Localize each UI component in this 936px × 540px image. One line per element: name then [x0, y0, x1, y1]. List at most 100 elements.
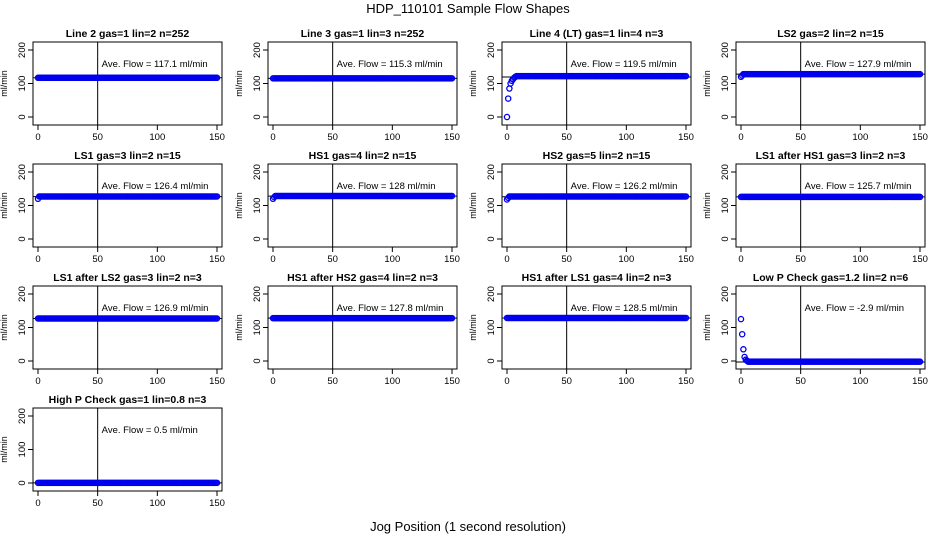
- x-tick-label: 50: [561, 254, 572, 265]
- y-axis-label: ml/min: [234, 192, 244, 219]
- x-tick-label: 150: [678, 132, 694, 143]
- y-tick-label: 100: [486, 320, 497, 336]
- plot-frame: [267, 163, 458, 248]
- y-tick-label: 200: [720, 286, 731, 302]
- y-tick-label: 100: [17, 442, 28, 458]
- chart-panel: HS1 gas=4 lin=2 n=15 0 100 200 ml/min 0 50 100 1…: [234, 150, 460, 265]
- y-tick-label: 200: [720, 42, 731, 58]
- plot-frame: [32, 41, 223, 126]
- plot-frame: [735, 163, 926, 248]
- plot-frame: [735, 285, 926, 370]
- x-tick-label: 100: [149, 132, 165, 143]
- x-tick-label: 150: [912, 132, 928, 143]
- x-tick-label: 50: [795, 132, 806, 143]
- plot-frame: [267, 41, 458, 126]
- y-tick-label: 200: [486, 286, 497, 302]
- x-tick-label: 0: [270, 254, 275, 265]
- y-tick-label: 0: [252, 358, 263, 363]
- x-tick-label: 0: [35, 376, 40, 387]
- plot-frame: [501, 285, 692, 370]
- data-point: [916, 70, 924, 78]
- x-tick-label: 50: [327, 254, 338, 265]
- y-tick-label: 100: [252, 198, 263, 214]
- plot-frame: [735, 41, 926, 126]
- data-point: [682, 72, 690, 80]
- average-flow-annotation: Ave. Flow = -2.9 ml/min: [805, 303, 904, 314]
- chart-panel: Line 2 gas=1 lin=2 n=252 0 100 200 ml/min 0 50…: [0, 28, 225, 143]
- data-point: [213, 193, 221, 200]
- y-tick-label: 200: [486, 164, 497, 180]
- x-tick-label: 50: [92, 254, 103, 265]
- y-tick-label: 0: [720, 358, 731, 363]
- average-flow-annotation: Ave. Flow = 117.1 ml/min: [102, 59, 208, 70]
- y-tick-label: 200: [17, 286, 28, 302]
- data-point: [916, 358, 924, 365]
- x-tick-label: 100: [384, 132, 400, 143]
- chart-panel: LS1 gas=3 lin=2 n=15 0 100 200 ml/min 0 50 100 1…: [0, 150, 225, 265]
- x-tick-label: 0: [738, 254, 743, 265]
- plot-frame: [32, 407, 223, 492]
- chart-title: LS1 after LS2 gas=3 lin=2 n=3: [53, 272, 202, 284]
- y-tick-label: 0: [252, 114, 263, 119]
- x-tick-label: 100: [618, 254, 634, 265]
- y-axis-label: ml/min: [234, 314, 244, 341]
- y-tick-label: 100: [17, 320, 28, 336]
- y-tick-label: 0: [17, 480, 28, 485]
- data-point: [448, 192, 456, 200]
- y-axis-label: ml/min: [0, 436, 9, 463]
- x-tick-label: 0: [35, 498, 40, 509]
- x-tick-label: 150: [209, 254, 225, 265]
- average-flow-annotation: Ave. Flow = 119.5 ml/min: [571, 59, 677, 70]
- y-tick-label: 100: [252, 76, 263, 92]
- x-tick-label: 50: [561, 376, 572, 387]
- y-tick-label: 100: [720, 320, 731, 336]
- y-tick-label: 100: [720, 198, 731, 214]
- y-tick-label: 0: [486, 358, 497, 363]
- y-tick-label: 200: [720, 164, 731, 180]
- data-point: [213, 315, 221, 322]
- x-tick-label: 100: [852, 376, 868, 387]
- average-flow-annotation: Ave. Flow = 128 ml/min: [337, 181, 436, 192]
- data-point: [737, 315, 745, 323]
- data-point: [682, 314, 690, 322]
- chart-title: HS1 after HS2 gas=4 lin=2 n=3: [287, 272, 438, 284]
- y-tick-label: 200: [252, 286, 263, 302]
- x-tick-label: 150: [209, 376, 225, 387]
- y-tick-label: 0: [486, 114, 497, 119]
- x-tick-label: 100: [852, 254, 868, 265]
- data-point: [213, 74, 221, 82]
- y-tick-label: 0: [720, 114, 731, 119]
- x-tick-label: 50: [795, 376, 806, 387]
- data-point: [503, 113, 511, 121]
- y-axis-label: ml/min: [234, 70, 244, 97]
- y-axis-label: ml/min: [0, 314, 9, 341]
- data-point: [738, 330, 746, 338]
- x-tick-label: 50: [92, 498, 103, 509]
- chart-panel: LS1 after LS2 gas=3 lin=2 n=3 0 100 200 ml/m…: [0, 272, 225, 387]
- y-tick-label: 0: [252, 236, 263, 241]
- data-point: [682, 193, 690, 200]
- y-tick-label: 0: [17, 114, 28, 119]
- data-point: [740, 346, 747, 353]
- chart-panel: LS1 after HS1 gas=3 lin=2 n=3 0 100 200 ml/m…: [702, 150, 928, 265]
- chart-title: HS1 gas=4 lin=2 n=15: [309, 150, 417, 162]
- y-tick-label: 100: [17, 76, 28, 92]
- x-tick-label: 100: [149, 498, 165, 509]
- y-tick-label: 100: [486, 76, 497, 92]
- chart-title: Line 4 (LT) gas=1 lin=4 n=3: [530, 28, 664, 40]
- y-tick-label: 200: [17, 408, 28, 424]
- y-tick-label: 200: [17, 164, 28, 180]
- y-tick-label: 200: [17, 42, 28, 58]
- y-tick-label: 100: [720, 76, 731, 92]
- data-point: [506, 85, 513, 92]
- x-tick-label: 50: [327, 376, 338, 387]
- plot-frame: [267, 285, 458, 370]
- average-flow-annotation: Ave. Flow = 128.5 ml/min: [571, 303, 678, 314]
- chart-panel: Line 4 (LT) gas=1 lin=4 n=3 0 100 200 ml/min…: [468, 28, 694, 143]
- x-tick-label: 150: [209, 132, 225, 143]
- average-flow-annotation: Ave. Flow = 0.5 ml/min: [102, 425, 198, 436]
- average-flow-annotation: Ave. Flow = 126.9 ml/min: [102, 303, 209, 314]
- y-tick-label: 100: [17, 198, 28, 214]
- x-tick-label: 50: [795, 254, 806, 265]
